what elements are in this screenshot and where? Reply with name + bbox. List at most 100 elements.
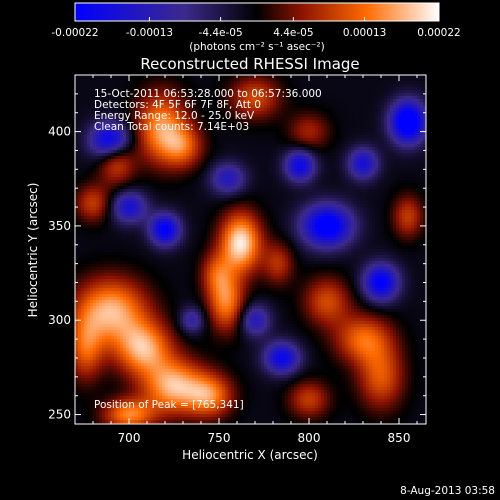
heatmap-cell xyxy=(408,153,412,157)
heatmap-cell xyxy=(399,192,403,196)
heatmap-cell xyxy=(288,165,292,169)
heatmap-cell xyxy=(423,159,426,163)
heatmap-cell xyxy=(228,114,232,118)
heatmap-cell xyxy=(342,156,346,160)
heatmap-cell xyxy=(303,177,307,181)
heatmap-cell xyxy=(399,126,403,130)
heatmap-cell xyxy=(231,141,235,145)
heatmap-cell xyxy=(381,165,385,169)
heatmap-cell xyxy=(417,180,421,184)
heatmap-cell xyxy=(234,105,238,109)
heatmap-cell xyxy=(384,174,388,178)
heatmap-cell xyxy=(246,87,250,91)
heatmap-cell xyxy=(177,132,181,136)
heatmap-cell xyxy=(123,111,127,115)
heatmap-cell xyxy=(180,84,184,88)
heatmap-cell xyxy=(267,186,271,190)
heatmap-cell xyxy=(336,96,340,100)
heatmap-cell xyxy=(375,135,379,139)
heatmap-cell xyxy=(354,90,358,94)
heatmap-cell xyxy=(198,135,202,139)
heatmap-cell xyxy=(156,150,160,154)
heatmap-cell xyxy=(228,96,232,100)
heatmap-cell xyxy=(216,99,220,103)
heatmap-cell xyxy=(114,81,118,85)
heatmap-cell xyxy=(249,174,253,178)
heatmap-cell xyxy=(282,132,286,136)
heatmap-cell xyxy=(81,189,85,193)
heatmap-cell xyxy=(132,96,136,100)
heatmap-cell xyxy=(312,78,316,82)
heatmap-cell xyxy=(267,180,271,184)
heatmap-cell xyxy=(288,198,292,202)
heatmap-cell xyxy=(81,105,85,109)
heatmap-cell xyxy=(126,93,130,97)
heatmap-cell xyxy=(267,84,271,88)
heatmap-cell xyxy=(363,138,367,142)
heatmap-cell xyxy=(402,147,406,151)
heatmap-cell xyxy=(102,153,106,157)
heatmap-cell xyxy=(150,180,154,184)
heatmap-cell xyxy=(132,120,136,124)
heatmap-cell xyxy=(138,129,142,133)
colorbar-tick-label: 0.00022 xyxy=(417,27,460,39)
heatmap-cell xyxy=(153,195,157,199)
heatmap-cell xyxy=(357,81,361,85)
heatmap-cell xyxy=(183,165,187,169)
heatmap-cell xyxy=(180,132,184,136)
heatmap-cell xyxy=(138,105,142,109)
heatmap-cell xyxy=(300,174,304,178)
heatmap-cell xyxy=(249,90,253,94)
heatmap-cell xyxy=(87,189,91,193)
heatmap-cell xyxy=(360,81,364,85)
heatmap-cell xyxy=(237,87,241,91)
heatmap-cell xyxy=(96,171,100,175)
heatmap-cell xyxy=(315,195,319,199)
heatmap-cell xyxy=(312,87,316,91)
heatmap-cell xyxy=(276,189,280,193)
heatmap-cell xyxy=(75,165,79,169)
heatmap-cell xyxy=(126,174,130,178)
heatmap-cell xyxy=(192,156,196,160)
heatmap-cell xyxy=(84,156,88,160)
heatmap-cell xyxy=(129,156,133,160)
heatmap-cell xyxy=(420,75,424,79)
heatmap-cell xyxy=(303,123,307,127)
heatmap-cell xyxy=(84,132,88,136)
heatmap-cell xyxy=(333,87,337,91)
heatmap-cell xyxy=(414,195,418,199)
heatmap-cell xyxy=(249,144,253,148)
heatmap-cell xyxy=(237,183,241,187)
heatmap-cell xyxy=(144,177,148,181)
heatmap-cell xyxy=(411,75,415,79)
heatmap-cell xyxy=(117,153,121,157)
heatmap-cell xyxy=(219,141,223,145)
heatmap-cell xyxy=(195,180,199,184)
heatmap-cell xyxy=(198,87,202,91)
heatmap-cell xyxy=(294,186,298,190)
heatmap-cell xyxy=(204,135,208,139)
heatmap-cell xyxy=(423,180,426,184)
heatmap-cell xyxy=(387,156,391,160)
heatmap-cell xyxy=(270,132,274,136)
heatmap-cell xyxy=(348,192,352,196)
heatmap-cell xyxy=(78,99,82,103)
heatmap-cell xyxy=(222,90,226,94)
heatmap-cell xyxy=(405,78,409,82)
heatmap-cell xyxy=(171,111,175,115)
heatmap-cell xyxy=(216,117,220,121)
colorbar-unit-label: (photons cm⁻² s⁻¹ asec⁻²) xyxy=(189,41,324,53)
heatmap-cell xyxy=(165,108,169,112)
heatmap-cell xyxy=(384,75,388,79)
heatmap-cell xyxy=(75,105,79,109)
heatmap-cell xyxy=(177,96,181,100)
heatmap-cell xyxy=(255,195,259,199)
heatmap-cell xyxy=(120,153,124,157)
heatmap-cell xyxy=(144,141,148,145)
heatmap-cell xyxy=(393,81,397,85)
heatmap-cell xyxy=(375,171,379,175)
heatmap-cell xyxy=(216,147,220,151)
heatmap-cell xyxy=(417,153,421,157)
heatmap-cell xyxy=(171,126,175,130)
heatmap-cell xyxy=(222,150,226,154)
